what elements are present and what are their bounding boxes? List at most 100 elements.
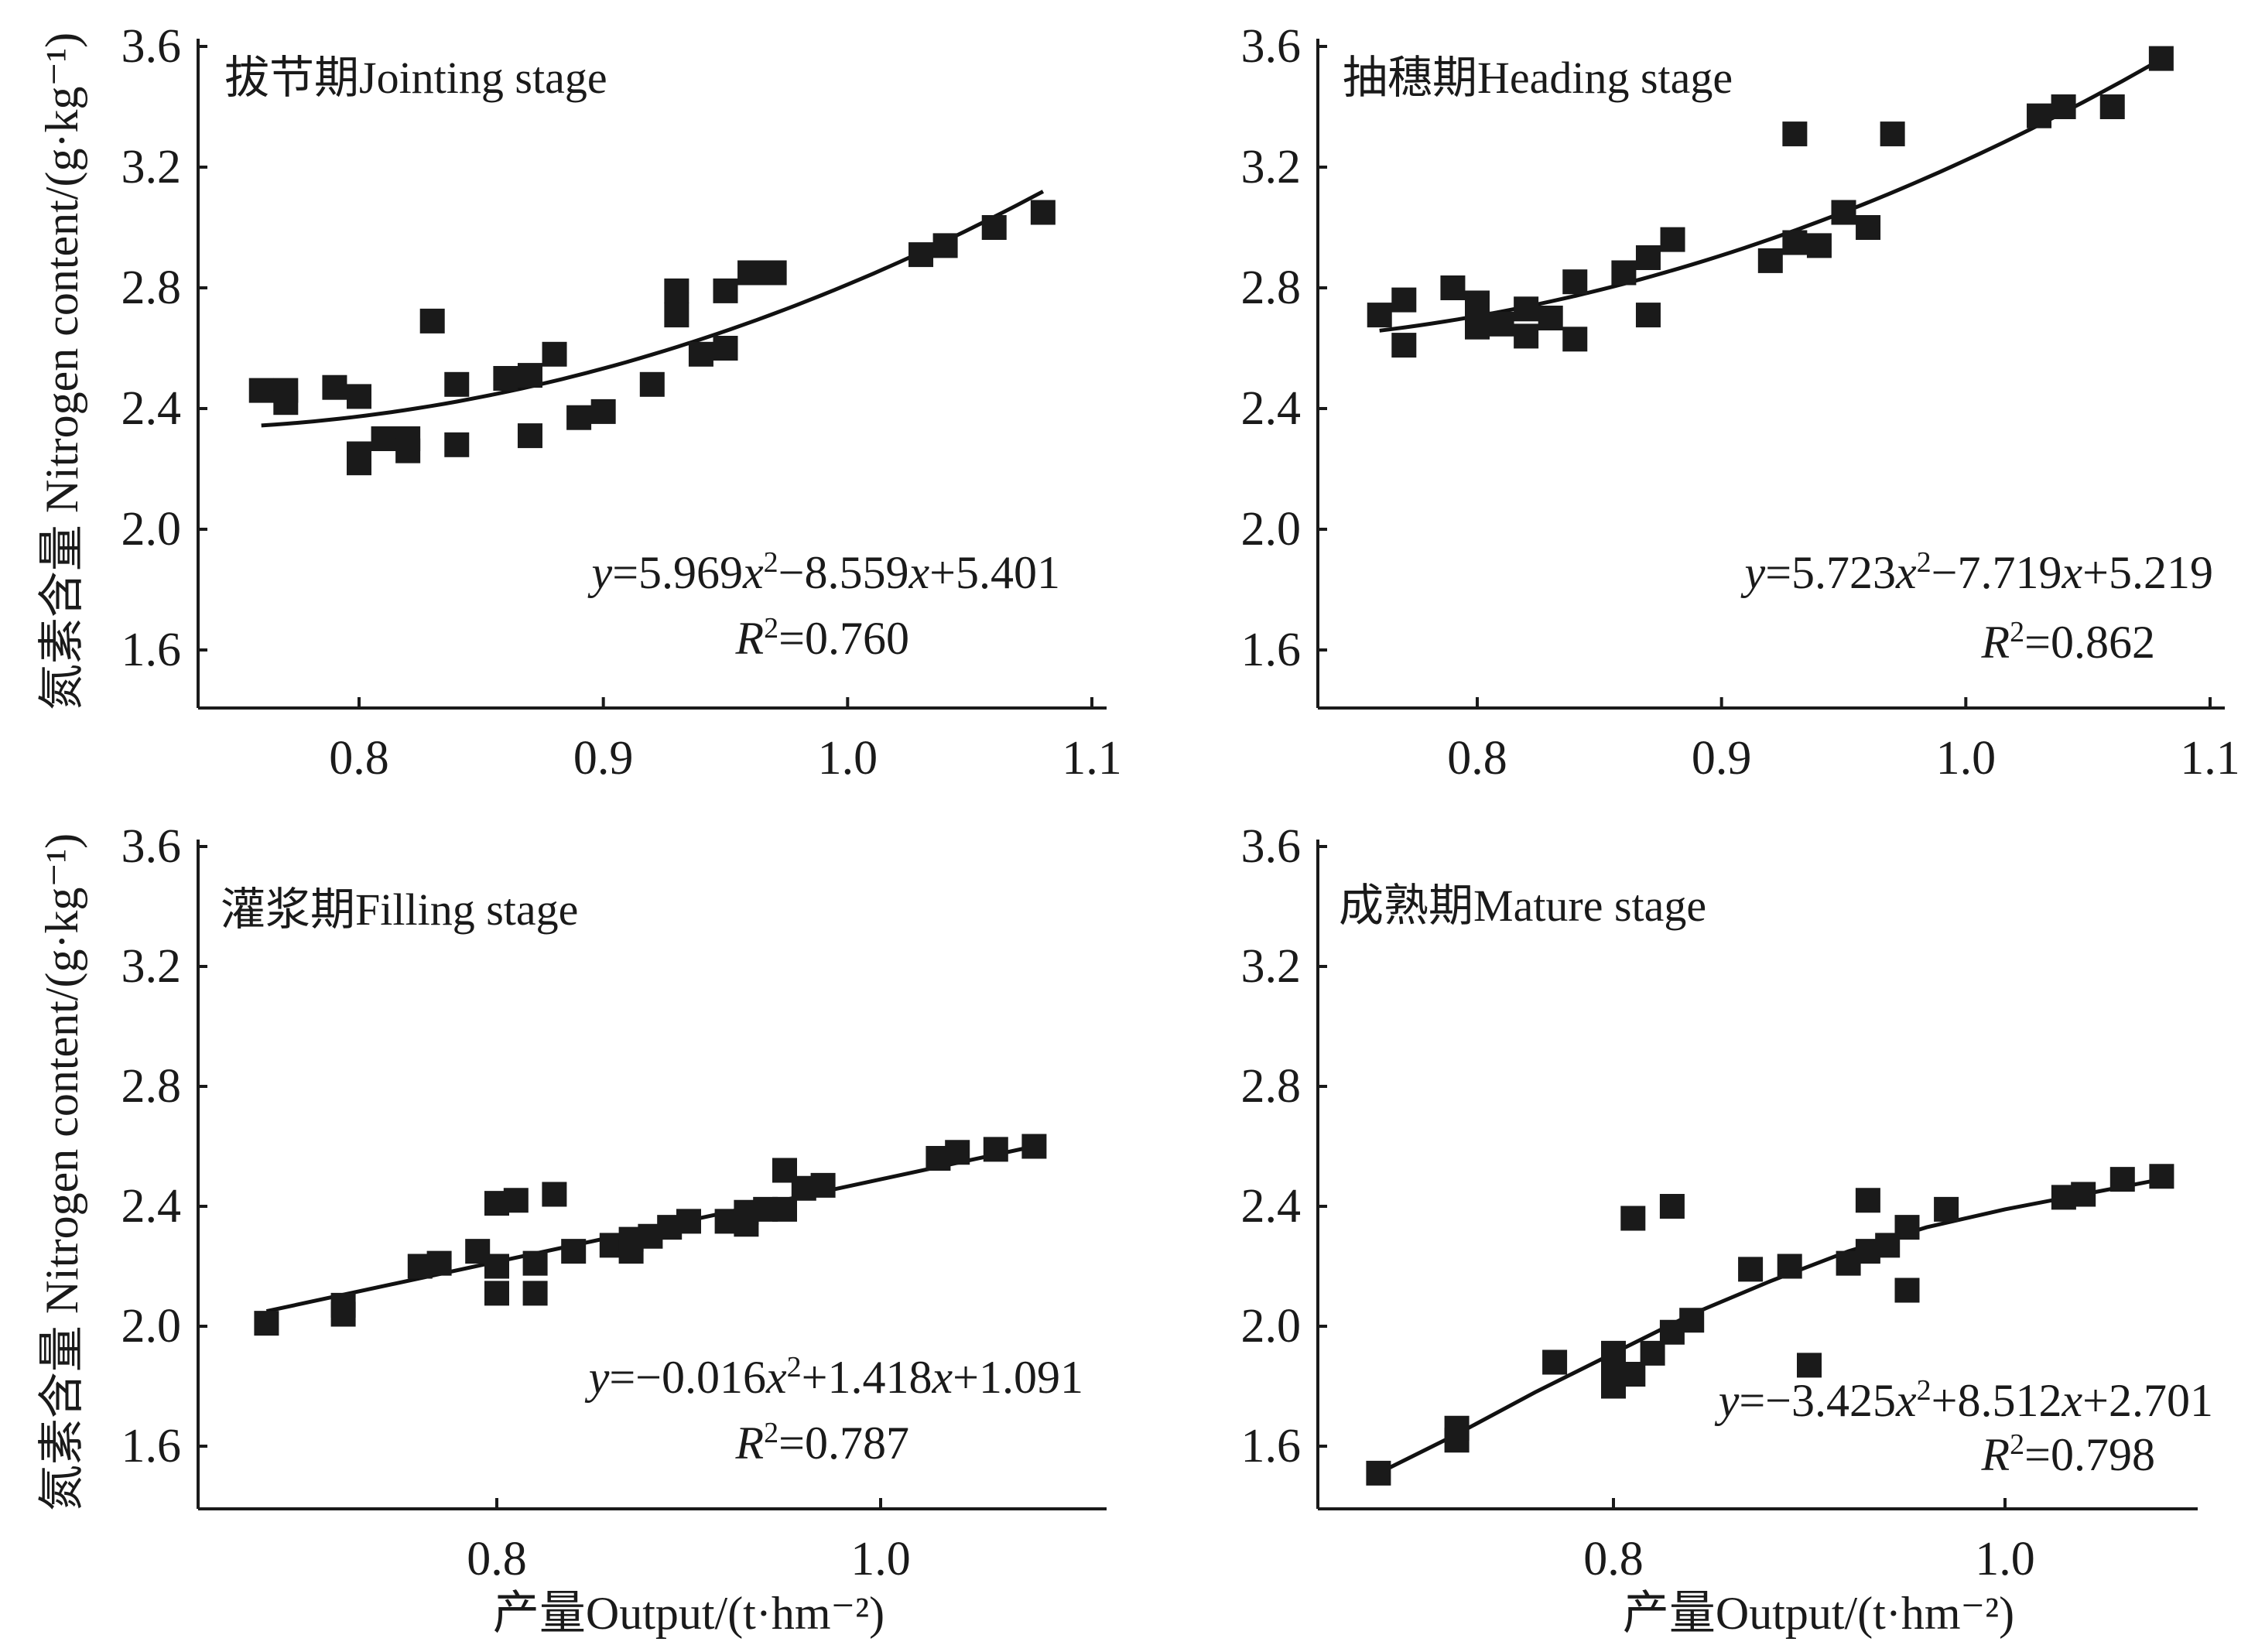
data-point [664,278,689,303]
data-point [1679,1308,1705,1333]
panel-mature: 1.6 2.0 2.4 2.8 3.2 3.6 0.8 1.0 成熟期Mature stage y… [1241,820,2214,1585]
data-point [590,398,616,424]
data-point [1635,303,1661,328]
data-point [517,423,542,449]
y-tick-label: 2.4 [1241,382,1302,435]
data-point [1514,323,1539,349]
panel-title: 灌浆期Filling stage [221,884,578,935]
x-tick-label: 0.8 [1583,1533,1644,1585]
panel-heading: 1.6 2.0 2.4 2.8 3.2 3.6 0.8 0.9 1.0 1.1 抽穗期Heading… [1241,20,2240,785]
x-tick-label: 1.0 [1936,732,1997,785]
y-tick-label: 3.2 [121,141,182,193]
data-point [1367,303,1392,328]
data-point [639,371,665,397]
data-point [1738,1257,1764,1282]
data-point [1855,1188,1880,1213]
data-point [542,1182,567,1207]
y-tick-label: 2.0 [121,503,182,556]
data-point [1542,1349,1568,1375]
data-point [2051,94,2076,119]
data-point [347,384,371,409]
data-point [688,341,713,367]
data-point [1831,200,1856,225]
regression-equation: y=5.723x2−7.719x+5.219 [1740,546,2213,598]
y-tick-label: 2.8 [1241,262,1302,314]
y-tick-label: 3.6 [121,820,182,873]
panel-title: 拔节期Jointing stage [224,53,607,103]
data-point [1620,1206,1646,1231]
x-tick-label: 0.8 [329,732,389,785]
regression-equation: y=−3.425x2+8.512x+2.701 [1714,1374,2213,1426]
data-point [1465,314,1490,340]
y-tick-label: 2.0 [1241,503,1302,556]
data-point [1880,121,1905,147]
data-point [1562,327,1588,352]
x-tick-label: 0.9 [573,732,634,785]
data-point [2149,1164,2174,1189]
data-point [371,426,396,451]
y-tick-label: 3.6 [1241,820,1302,873]
x-axis-title-left: 产量Output/(t·hm⁻²) [493,1588,884,1639]
panel-jointing: 1.6 2.0 2.4 2.8 3.2 3.6 0.8 0.9 1.0 1.1 拔节期Jointin… [121,20,1122,785]
data-point [1894,1215,1920,1240]
y-tick-label: 3.6 [121,20,182,73]
r-squared: R2=0.798 [1981,1428,2156,1480]
data-point [395,438,421,463]
data-point [1366,1460,1391,1486]
data-point [1894,1277,1920,1303]
data-point [1444,1415,1470,1441]
data-point [566,405,592,430]
r-squared: R2=0.862 [1981,616,2156,668]
data-point [1777,1254,1802,1279]
y-tick-label: 2.4 [1241,1180,1302,1233]
y-tick-label: 1.6 [121,624,182,676]
data-point [761,260,787,286]
data-point [1030,200,1056,225]
panel-title: 成熟期Mature stage [1339,881,1706,931]
data-point [908,242,934,268]
data-point [1440,275,1466,300]
x-tick-label: 0.8 [467,1533,527,1585]
data-point [503,1188,529,1213]
y-tick-label: 3.2 [121,940,182,993]
data-point [444,432,470,457]
data-point [1797,1353,1822,1378]
data-point [2148,46,2174,71]
data-point [2071,1182,2096,1207]
data-point [932,233,958,258]
regression-equation: y=5.969x2−8.559x+5.401 [587,546,1060,598]
data-point [945,1140,970,1165]
data-point [1934,1196,1959,1222]
data-point [1660,227,1685,252]
x-tick-label: 1.0 [1975,1533,2035,1585]
y-tick-label: 1.6 [1241,1420,1302,1472]
data-point [1620,1362,1646,1387]
data-point [426,1250,452,1276]
data-point [981,215,1007,240]
data-point [1635,245,1661,270]
y-tick-label: 2.4 [121,382,182,435]
data-point [1782,230,1808,255]
data-point [983,1137,1008,1162]
fit-curve [1377,1177,2162,1476]
data-point [1538,306,1563,330]
x-tick-label: 1.1 [1062,732,1122,785]
data-point [522,1281,548,1306]
data-point [713,336,738,361]
data-point [664,303,689,328]
data-point [1611,260,1637,286]
data-point [2099,94,2125,119]
data-point [1806,233,1832,258]
data-point [1659,1194,1685,1219]
x-tick-label: 0.8 [1447,732,1507,785]
y-tick-label: 3.2 [1241,141,1302,193]
data-point [737,260,763,286]
data-point [322,375,347,400]
data-point [1856,215,1881,240]
data-point [1489,311,1514,337]
x-axis-title-right: 产量Output/(t·hm⁻²) [1623,1588,2014,1639]
data-point [810,1172,836,1198]
data-point [522,1250,548,1276]
data-point [1021,1134,1047,1159]
data-point [493,366,518,391]
